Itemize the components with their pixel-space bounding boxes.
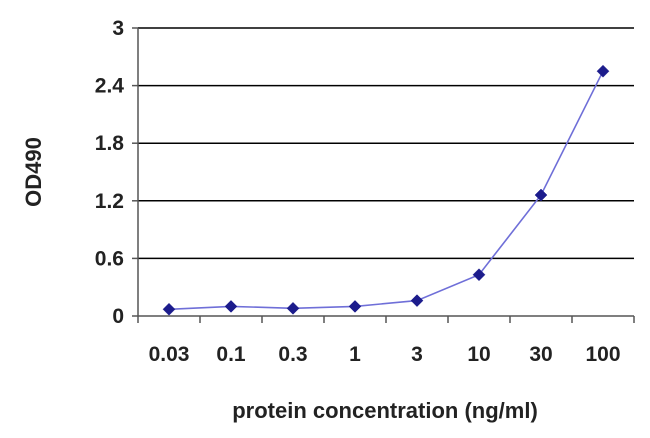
series-line	[168, 70, 604, 311]
data-point-marker	[348, 300, 362, 313]
data-point-marker	[410, 294, 424, 307]
data-series	[162, 64, 610, 316]
x-tick-label: 0.1	[216, 343, 246, 366]
x-axis-title: protein concentration (ng/ml)	[232, 398, 538, 423]
y-tick-label: 1.8	[95, 132, 125, 155]
y-tick-label: 1.2	[95, 190, 124, 213]
y-tick-labels: 0 0.6 1.2 1.8 2.4 3	[95, 17, 138, 328]
data-point-marker	[596, 64, 610, 78]
data-point-marker	[224, 300, 238, 313]
x-tick-label: 100	[585, 343, 620, 366]
data-point-marker	[286, 301, 300, 315]
x-tick-label: 0.03	[149, 343, 190, 366]
y-tick-label: 0.6	[95, 247, 124, 270]
x-tick-label: 1	[349, 343, 361, 366]
y-tick-label: 0	[112, 305, 124, 328]
y-tick-label: 2.4	[95, 75, 125, 98]
x-tick-label: 10	[467, 343, 490, 366]
gridlines	[138, 27, 634, 260]
data-point-marker	[162, 302, 176, 316]
y-tick-label: 3	[112, 17, 124, 40]
x-tick-label: 3	[411, 343, 423, 366]
x-tick-label: 0.3	[278, 343, 307, 366]
data-point-marker	[534, 188, 548, 202]
axes	[137, 28, 634, 317]
y-axis-title: OD490	[21, 137, 46, 207]
x-tick-labels: 0.03 0.1 0.3 1 3 10 30 100	[137, 316, 635, 366]
x-tick-label: 30	[529, 343, 552, 366]
data-point-marker	[472, 268, 486, 282]
